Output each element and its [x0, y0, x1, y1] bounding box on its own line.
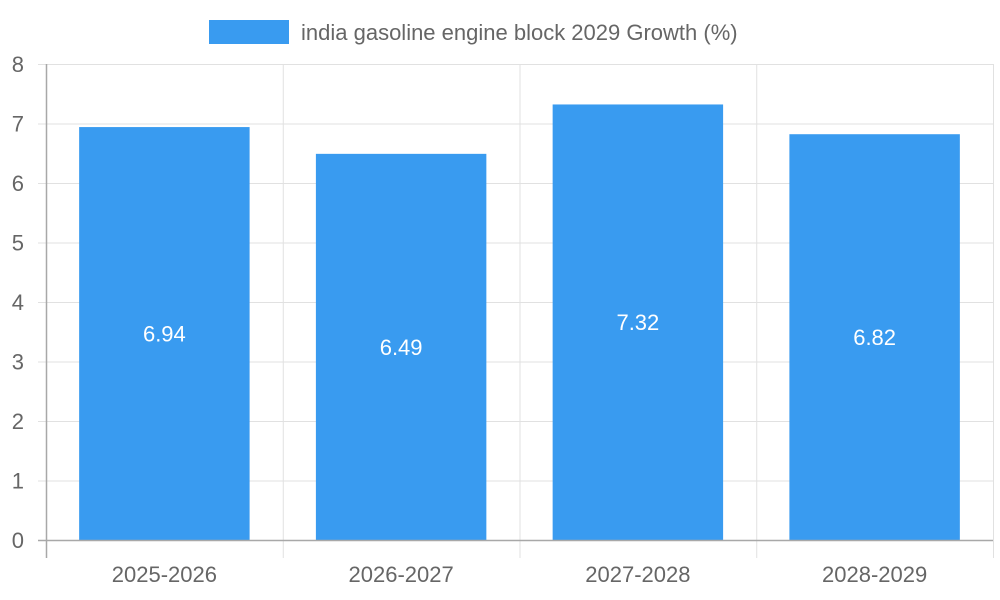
data-label: 6.49	[380, 335, 423, 360]
data-label: 6.94	[143, 322, 186, 347]
legend[interactable]: india gasoline engine block 2029 Growth …	[209, 20, 738, 45]
x-tick-label: 2028-2029	[822, 562, 927, 587]
bars	[79, 104, 960, 541]
axes	[38, 64, 993, 558]
y-axis-ticks: 0 1 2 3 4 5 6 7 8	[12, 52, 24, 553]
data-label: 6.82	[853, 325, 896, 350]
y-tick-label: 1	[12, 469, 24, 494]
bar-2028-2029[interactable]	[789, 134, 960, 540]
x-tick-label: 2026-2027	[349, 562, 454, 587]
y-tick-label: 0	[12, 528, 24, 553]
y-tick-label: 8	[12, 52, 24, 77]
legend-label: india gasoline engine block 2029 Growth …	[301, 20, 738, 45]
x-axis-ticks: 2025-2026 2026-2027 2027-2028 2028-2029	[112, 562, 927, 587]
y-tick-label: 3	[12, 350, 24, 375]
bar-2026-2027[interactable]	[315, 153, 487, 540]
bar-2027-2028[interactable]	[552, 104, 724, 541]
data-labels: 6.94 6.49 7.32 6.82	[143, 310, 896, 360]
y-tick-label: 6	[12, 171, 24, 196]
y-tick-label: 2	[12, 409, 24, 434]
y-tick-label: 5	[12, 231, 24, 256]
x-tick-label: 2025-2026	[112, 562, 217, 587]
y-tick-label: 4	[12, 290, 24, 315]
legend-swatch	[209, 20, 289, 44]
x-tick-label: 2027-2028	[585, 562, 690, 587]
y-tick-label: 7	[12, 112, 24, 137]
data-label: 7.32	[616, 310, 659, 335]
bar-2025-2026[interactable]	[79, 127, 250, 540]
